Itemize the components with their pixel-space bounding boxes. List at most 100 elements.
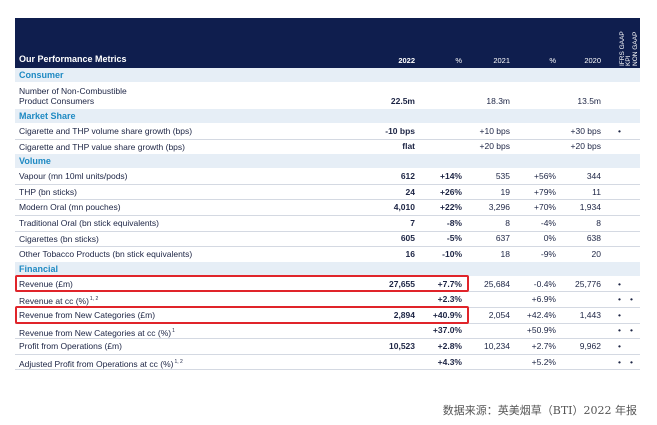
table-row: THP (bn sticks) 24 +26% 19 +79% 11 (15, 184, 640, 201)
gaap-dot: • (618, 278, 621, 289)
table-row: Vapour (mn 10ml units/pods) 612 +14% 535 +56… (15, 168, 640, 185)
value-cell: 9,962 (579, 340, 601, 351)
highlight-box (15, 274, 469, 293)
value-cell: -4% (540, 217, 556, 228)
value-cell: +14% (440, 170, 462, 181)
value-cell: 18.3m (486, 95, 510, 106)
column-header: % (549, 56, 556, 65)
value-cell: 19 (500, 186, 510, 197)
value-cell: +2.7% (531, 340, 556, 351)
label-line: Profit from Operations (£m) (19, 341, 122, 352)
label-line: Revenue from New Categories (£m) (19, 310, 156, 320)
value-cell: +40.9% (432, 309, 462, 320)
row-label: Revenue (£m) (19, 279, 73, 289)
value-cell: 605 (400, 233, 415, 244)
value-cell: 11 (592, 186, 601, 197)
value-cell: 535 (495, 170, 510, 181)
row-label: Revenue from New Categories at cc (%)1 (19, 326, 175, 338)
value-cell: 18 (500, 248, 510, 259)
gaap-dot: • (618, 309, 621, 320)
value-cell: -5% (446, 233, 462, 244)
nongaap-header: NON GAAP (632, 31, 639, 66)
value-cell: 638 (586, 233, 601, 244)
table-row: Revenue from New Categories at cc (%)1 +3… (15, 323, 640, 340)
gaap-dot: • (618, 325, 621, 336)
highlight-box (15, 306, 469, 324)
table-row: Traditional Oral (bn stick equivalents) 7… (15, 215, 640, 232)
label-line: Number of Non-Combustible (19, 86, 127, 96)
source-note: 数据来源：英美烟草（BTI）2022 年报 (442, 404, 637, 417)
value-cell: 2,054 (488, 309, 510, 320)
label-line: Revenue from New Categories at cc (%)1 (19, 327, 175, 338)
value-cell: -10% (442, 248, 462, 259)
value-cell: 8 (596, 217, 601, 228)
gaap-dot: • (630, 294, 633, 305)
value-cell: 25,684 (484, 278, 510, 289)
table-row: Other Tobacco Products (bn stick equival… (15, 246, 640, 263)
label-line: THP (bn sticks) (19, 186, 77, 197)
value-cell: +37.0% (432, 325, 462, 336)
value-cell: 1,443 (579, 309, 601, 320)
value-cell: +4.3% (437, 356, 462, 367)
row-label: Vapour (mn 10ml units/pods) (19, 171, 128, 181)
section-header: Volume (15, 154, 640, 169)
value-cell: 24 (405, 186, 415, 197)
value-cell: 22.5m (390, 95, 415, 106)
label-line: Vapour (mn 10ml units/pods) (19, 171, 128, 182)
value-cell: +22% (440, 202, 462, 213)
value-cell: +7.7% (437, 278, 462, 289)
value-cell: +50.9% (526, 325, 556, 336)
header-title: Our Performance Metrics (19, 54, 127, 64)
value-cell: +26% (440, 186, 462, 197)
label-line: Revenue (£m) (19, 278, 73, 289)
gaap-dot: • (618, 294, 621, 305)
value-cell: 637 (495, 233, 510, 244)
value-cell: -8% (446, 217, 462, 228)
label-line: Modern Oral (mn pouches) (19, 202, 121, 213)
value-cell: 3,296 (488, 202, 510, 213)
table-row: Cigarette and THP value share growth (bp… (15, 139, 640, 156)
footnote-ref: 1 (172, 327, 175, 334)
row-label: Revenue from New Categories (£m) (19, 310, 155, 320)
value-cell: +70% (534, 202, 556, 213)
gaap-dot: • (618, 340, 621, 351)
gaap-dot: • (630, 325, 633, 336)
value-cell: -9% (540, 248, 556, 259)
value-cell: +79% (534, 186, 556, 197)
value-cell: 25,776 (575, 278, 601, 289)
value-cell: +20 bps (479, 141, 511, 152)
value-cell: +5.2% (531, 356, 556, 367)
row-label: Adjusted Profit from Operations at cc (%… (19, 357, 183, 369)
table-row: Modern Oral (mn pouches) 4,010 +22% 3,296 +7… (15, 199, 640, 216)
value-cell: +56% (534, 170, 556, 181)
value-cell: +10 bps (479, 125, 511, 136)
table-row: Number of Non-Combustible Product Consume… (15, 82, 640, 110)
label-line: Adjusted Profit from Operations at cc (%… (19, 358, 183, 369)
row-label: Cigarette and THP value share growth (bp… (19, 142, 185, 152)
row-label: Cigarette and THP volume share growth (b… (19, 126, 192, 136)
section-title: Market Share (19, 111, 76, 121)
value-cell: 8 (505, 217, 510, 228)
label-line: Cigarette and THP volume share growth (b… (19, 126, 193, 136)
value-cell: 27,655 (389, 278, 415, 289)
section-header: Consumer (15, 68, 640, 82)
row-label: Traditional Oral (bn stick equivalents) (19, 218, 159, 228)
label-line: Revenue at cc (%)1, 2 (19, 296, 99, 307)
value-cell: +30 bps (570, 125, 602, 136)
column-header: 2020 (584, 56, 601, 65)
value-cell: 16 (405, 248, 415, 259)
section-header: Market Share (15, 109, 640, 123)
label-line: Other Tobacco Products (bn stick equival… (19, 249, 193, 260)
kpi-header: KPI (625, 55, 632, 66)
value-cell: 2,894 (393, 309, 415, 320)
table-row: Adjusted Profit from Operations at cc (%… (15, 354, 640, 371)
gaap-dot: • (618, 356, 621, 367)
value-cell: 1,934 (579, 202, 601, 213)
row-label: Cigarettes (bn sticks) (19, 234, 99, 244)
row-label: THP (bn sticks) (19, 187, 77, 197)
column-header: 2022 (398, 56, 415, 65)
section-title: Volume (19, 156, 51, 167)
table-row: Cigarette and THP volume share growth (b… (15, 123, 640, 140)
column-header: 2021 (493, 56, 510, 65)
value-cell: +20 bps (570, 141, 602, 152)
